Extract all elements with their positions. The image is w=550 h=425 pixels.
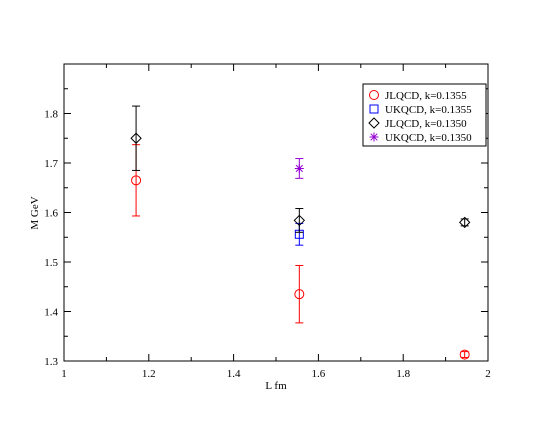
y-tick-label: 1.7 [44, 158, 58, 170]
legend-marker [368, 117, 380, 129]
data-point [294, 289, 305, 300]
data-point [293, 214, 306, 227]
legend-label: UKQCD, k=0.1350 [385, 132, 472, 144]
legend-label: JLQCD, k=0.1350 [385, 118, 467, 130]
axis-ticks: 1 1.2 1.4 1.6 1.8 2 1.3 1.4 1.5 1.6 1.7 1.8 [44, 64, 491, 380]
legend-label: UKQCD, k=0.1355 [385, 104, 472, 116]
legend: JLQCD, k=0.1355 UKQCD, k=0.1355 JLQCD, k=0… [362, 83, 487, 147]
data-point [130, 132, 142, 144]
x-tick-label: 1.2 [142, 368, 156, 380]
y-tick-label: 1.5 [44, 257, 58, 269]
data-marks [130, 105, 471, 360]
x-tick-label: 1.4 [227, 368, 241, 380]
y-tick-label: 1.8 [44, 109, 58, 121]
data-point [458, 216, 471, 229]
data-point [131, 175, 142, 186]
y-tick-label: 1.6 [44, 208, 58, 220]
y-tick-label: 1.4 [44, 307, 58, 319]
legend-marker [369, 90, 379, 100]
legend-marker [369, 104, 379, 114]
y-tick-label: 1.3 [44, 356, 58, 368]
x-tick-label: 2 [485, 368, 491, 380]
legend-box [362, 83, 487, 147]
x-tick-label: 1.6 [312, 368, 326, 380]
x-tick-label: 1 [61, 368, 67, 380]
y-axis-label: M GeV [29, 196, 41, 229]
legend-marker [369, 132, 379, 142]
x-tick-label: 1.8 [396, 368, 410, 380]
x-axis-label: L fm [265, 380, 287, 392]
legend-label: JLQCD, k=0.1355 [385, 90, 467, 102]
data-point [294, 163, 304, 173]
data-point [459, 349, 470, 360]
